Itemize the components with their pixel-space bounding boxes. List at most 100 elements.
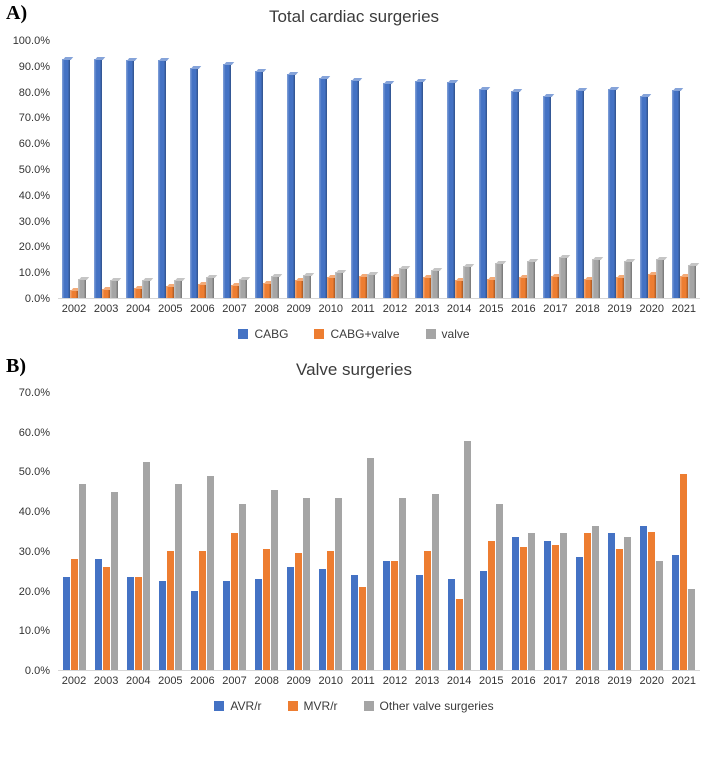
bar <box>334 272 343 298</box>
bar <box>351 575 359 670</box>
x-tick-label: 2017 <box>543 675 568 687</box>
bar <box>656 561 664 670</box>
bar-group <box>251 41 283 298</box>
y-tick-label: 70.0% <box>18 112 50 125</box>
bar <box>102 289 111 298</box>
bar <box>271 489 279 670</box>
bar-group <box>90 41 122 298</box>
bar <box>559 533 567 670</box>
y-tick-label: 30.0% <box>18 215 50 228</box>
bar <box>223 580 231 670</box>
bar <box>398 268 407 298</box>
panel-a-legend: CABG CABG+valve valve <box>0 327 708 341</box>
y-tick-label: 10.0% <box>18 625 50 638</box>
bar <box>286 74 295 298</box>
bar-group <box>379 41 411 298</box>
bar <box>102 567 110 670</box>
y-tick-label: 30.0% <box>18 545 50 558</box>
bar <box>383 561 391 670</box>
legend-label: Other valve surgeries <box>379 699 494 713</box>
legend-label: AVR/r <box>230 699 262 713</box>
bar <box>78 278 87 298</box>
x-tick-label: 2012 <box>382 303 408 315</box>
bar <box>576 557 584 670</box>
bar <box>687 264 696 298</box>
legend-item: AVR/r <box>214 699 262 713</box>
bar <box>543 96 552 298</box>
bar <box>358 276 367 298</box>
x-tick-label: 2004 <box>125 675 151 687</box>
bar <box>382 83 391 298</box>
bar <box>206 476 214 670</box>
x-axis-labels: 2002 2003 2004 2005 2006 2007 2008 2009 2010 2011… <box>58 675 700 687</box>
bar <box>126 577 134 670</box>
x-tick-label: 2006 <box>190 675 215 687</box>
bar <box>559 256 568 298</box>
bar-group <box>572 393 604 670</box>
bar <box>198 551 206 670</box>
bar <box>640 525 648 670</box>
panel-a-label: A) <box>6 2 28 24</box>
bar <box>487 541 495 670</box>
bar <box>607 88 616 298</box>
legend-swatch <box>287 701 298 711</box>
bar <box>583 278 592 298</box>
bar <box>479 88 488 298</box>
bar-group <box>411 41 443 298</box>
x-tick-label: 2011 <box>351 675 375 687</box>
y-tick-label: 60.0% <box>18 426 50 439</box>
x-tick-label: 2010 <box>318 303 344 315</box>
bar-group <box>58 393 90 670</box>
bar <box>174 484 182 670</box>
x-tick-label: 2015 <box>479 303 504 315</box>
bar-group <box>507 41 539 298</box>
x-tick-label: 2021 <box>671 303 697 315</box>
x-tick-label: 2009 <box>286 303 311 315</box>
bar <box>134 287 143 298</box>
bar <box>326 277 335 298</box>
bar <box>206 277 215 298</box>
bar <box>254 70 263 298</box>
y-tick-label: 80.0% <box>18 86 50 99</box>
bar <box>584 533 592 670</box>
bar <box>672 555 680 670</box>
y-tick-label: 20.0% <box>18 241 50 254</box>
y-tick-label: 50.0% <box>18 466 50 479</box>
bar-group <box>154 393 186 670</box>
x-tick-label: 2011 <box>351 303 375 315</box>
bar <box>78 484 86 670</box>
x-tick-label: 2021 <box>671 675 697 687</box>
y-tick-label: 60.0% <box>18 138 50 151</box>
x-tick-label: 2008 <box>254 675 279 687</box>
bar-group <box>668 41 700 298</box>
x-tick-label: 2006 <box>190 303 215 315</box>
x-tick-label: 2014 <box>446 675 472 687</box>
legend-item: MVR/r <box>287 699 338 713</box>
bar <box>543 541 551 670</box>
bar <box>110 280 119 298</box>
x-tick-label: 2017 <box>543 303 568 315</box>
bar-group <box>443 393 475 670</box>
bar <box>447 82 456 298</box>
legend-label: MVR/r <box>303 699 338 713</box>
bar <box>294 280 303 298</box>
legend-label: valve <box>441 327 470 341</box>
x-tick-label: 2003 <box>93 303 119 315</box>
bar-group <box>283 41 315 298</box>
bar <box>616 549 624 670</box>
bar <box>158 580 166 670</box>
bar <box>671 89 680 298</box>
y-tick-label: 40.0% <box>18 506 50 519</box>
y-axis: 100.0% 90.0% 80.0% 70.0% 60.0% 50.0% 40.0% 30.0… <box>0 35 58 305</box>
bar <box>134 577 142 670</box>
bar-group <box>283 393 315 670</box>
bar <box>166 286 175 298</box>
panel-b-legend: AVR/r MVR/r Other valve surgeries <box>0 699 708 713</box>
total-cardiac-surgeries-chart: 100.0% 90.0% 80.0% 70.0% 60.0% 50.0% 40.0% 30.0… <box>0 35 700 305</box>
plot-area <box>58 41 700 299</box>
bar <box>190 590 198 670</box>
legend-swatch <box>425 329 436 339</box>
bar <box>639 96 648 298</box>
bar <box>575 89 584 298</box>
bar <box>367 458 375 670</box>
